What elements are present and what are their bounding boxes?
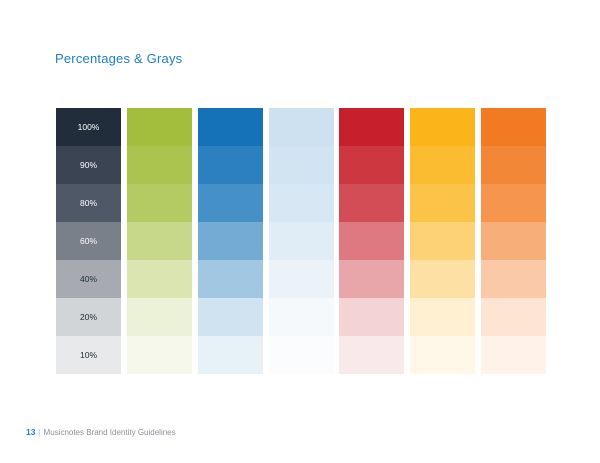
swatch-green-100 <box>126 108 192 146</box>
swatch-light-blue-20 <box>268 298 334 336</box>
swatch-red-100 <box>339 108 405 146</box>
page-title: Percentages & Grays <box>55 51 183 66</box>
swatch-column-blue <box>197 108 263 374</box>
swatch-yellow-90 <box>410 146 476 184</box>
swatch-blue-20 <box>197 298 263 336</box>
swatch-orange-10 <box>481 336 546 374</box>
color-swatch-grid: 100% 90% 80% 60% 40% 20% 10% <box>56 108 546 374</box>
swatch-column-light-blue <box>268 108 334 374</box>
swatch-green-10 <box>126 336 192 374</box>
footer-text: Musicnotes Brand Identity Guidelines <box>43 428 176 437</box>
swatch-gray-20: 20% <box>56 298 121 336</box>
swatch-yellow-40 <box>410 260 476 298</box>
swatch-orange-60 <box>481 222 546 260</box>
percentage-label: 80% <box>79 198 97 208</box>
swatch-red-60 <box>339 222 405 260</box>
swatch-green-80 <box>126 184 192 222</box>
page-number: 13 <box>26 427 36 437</box>
swatch-red-80 <box>339 184 405 222</box>
swatch-gray-60: 60% <box>56 222 121 260</box>
swatch-red-40 <box>339 260 405 298</box>
percentage-label: 60% <box>79 236 97 246</box>
swatch-blue-80 <box>197 184 263 222</box>
swatch-gray-40: 40% <box>56 260 121 298</box>
swatch-orange-20 <box>481 298 546 336</box>
swatch-light-blue-40 <box>268 260 334 298</box>
swatch-gray-90: 90% <box>56 146 121 184</box>
swatch-yellow-80 <box>410 184 476 222</box>
percentage-label: 10% <box>79 350 97 360</box>
swatch-red-10 <box>339 336 405 374</box>
swatch-column-gray: 100% 90% 80% 60% 40% 20% 10% <box>56 108 121 374</box>
swatch-gray-80: 80% <box>56 184 121 222</box>
swatch-column-red <box>339 108 405 374</box>
footer-separator: | <box>38 428 41 437</box>
swatch-column-green <box>126 108 192 374</box>
page-footer: 13 | Musicnotes Brand Identity Guidelines <box>26 427 176 437</box>
swatch-orange-80 <box>481 184 546 222</box>
swatch-red-20 <box>339 298 405 336</box>
swatch-orange-100 <box>481 108 546 146</box>
percentage-label: 20% <box>79 312 97 322</box>
swatch-yellow-60 <box>410 222 476 260</box>
swatch-green-20 <box>126 298 192 336</box>
swatch-column-yellow <box>410 108 476 374</box>
swatch-orange-90 <box>481 146 546 184</box>
swatch-orange-40 <box>481 260 546 298</box>
swatch-light-blue-90 <box>268 146 334 184</box>
swatch-yellow-100 <box>410 108 476 146</box>
swatch-light-blue-60 <box>268 222 334 260</box>
swatch-green-60 <box>126 222 192 260</box>
swatch-light-blue-10 <box>268 336 334 374</box>
swatch-green-90 <box>126 146 192 184</box>
swatch-red-90 <box>339 146 405 184</box>
swatch-blue-90 <box>197 146 263 184</box>
swatch-green-40 <box>126 260 192 298</box>
swatch-light-blue-100 <box>268 108 334 146</box>
swatch-blue-40 <box>197 260 263 298</box>
swatch-gray-100: 100% <box>56 108 121 146</box>
percentage-label: 100% <box>77 122 100 132</box>
swatch-blue-100 <box>197 108 263 146</box>
swatch-yellow-10 <box>410 336 476 374</box>
swatch-yellow-20 <box>410 298 476 336</box>
swatch-blue-60 <box>197 222 263 260</box>
percentage-label: 90% <box>79 160 97 170</box>
percentage-label: 40% <box>79 274 97 284</box>
swatch-column-orange <box>481 108 546 374</box>
swatch-gray-10: 10% <box>56 336 121 374</box>
swatch-blue-10 <box>197 336 263 374</box>
swatch-light-blue-80 <box>268 184 334 222</box>
